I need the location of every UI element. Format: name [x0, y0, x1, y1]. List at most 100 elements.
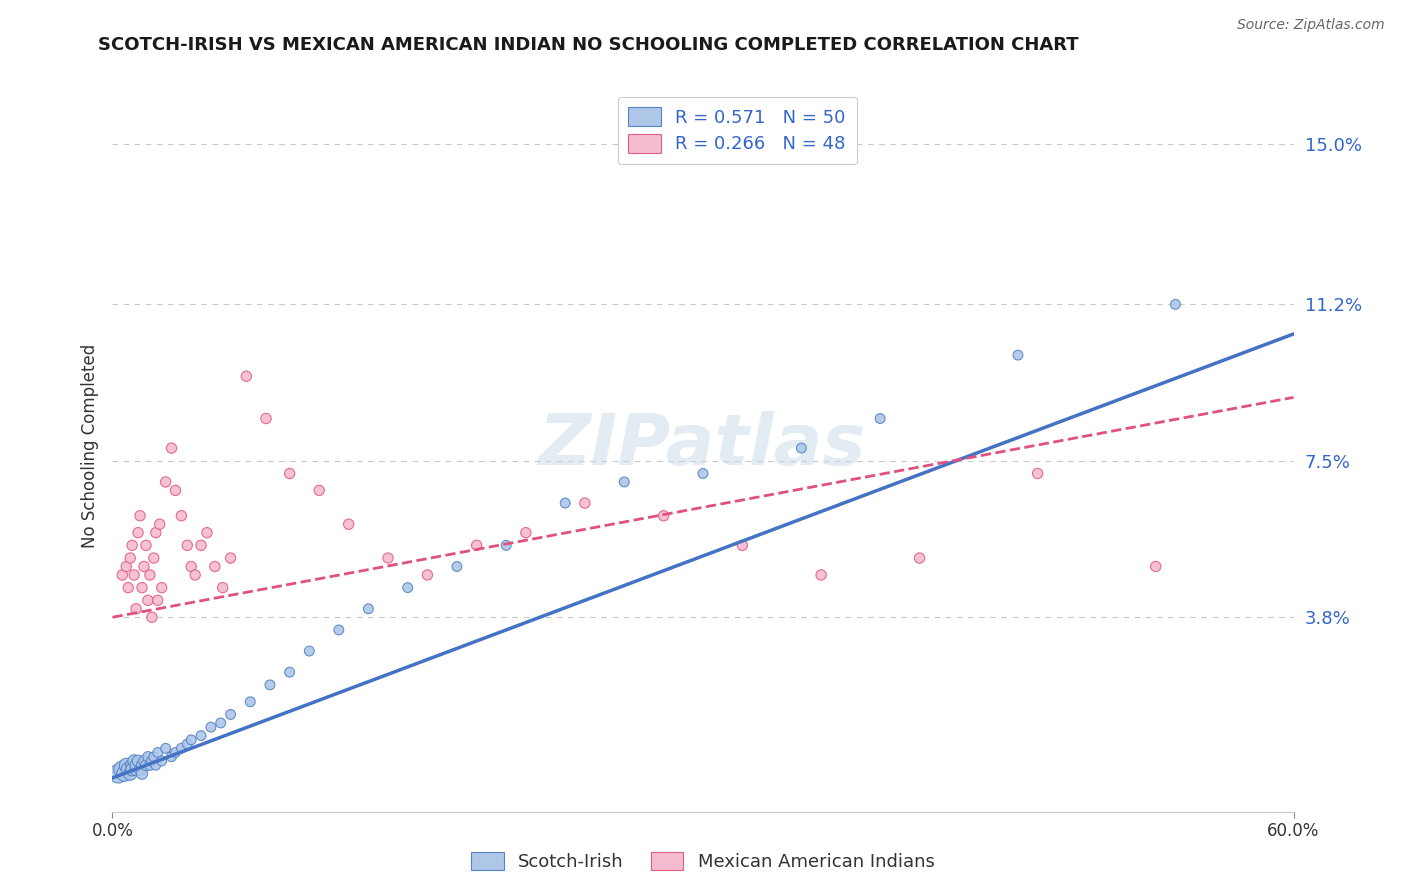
Point — [146, 593, 169, 607]
Point — [121, 763, 143, 777]
Point — [115, 758, 138, 772]
Point — [125, 758, 148, 772]
Point — [278, 665, 301, 680]
Point — [155, 475, 177, 489]
Point — [328, 623, 350, 637]
Point — [117, 763, 139, 777]
Legend: Scotch-Irish, Mexican American Indians: Scotch-Irish, Mexican American Indians — [464, 845, 942, 879]
Point — [170, 741, 193, 756]
Point — [1164, 297, 1187, 311]
Point — [211, 581, 233, 595]
Point — [120, 551, 142, 566]
Point — [869, 411, 891, 425]
Point — [139, 568, 162, 582]
Point — [131, 766, 153, 780]
Point — [495, 538, 517, 552]
Point — [122, 754, 145, 768]
Point — [165, 746, 187, 760]
Point — [1007, 348, 1029, 362]
Point — [176, 538, 198, 552]
Point — [1144, 559, 1167, 574]
Point — [107, 766, 129, 780]
Point — [142, 749, 165, 764]
Point — [155, 741, 177, 756]
Point — [117, 581, 139, 595]
Point — [115, 559, 138, 574]
Text: SCOTCH-IRISH VS MEXICAN AMERICAN INDIAN NO SCHOOLING COMPLETED CORRELATION CHART: SCOTCH-IRISH VS MEXICAN AMERICAN INDIAN … — [98, 36, 1078, 54]
Point — [810, 568, 832, 582]
Point — [111, 568, 134, 582]
Point — [692, 467, 714, 481]
Point — [446, 559, 468, 574]
Point — [259, 678, 281, 692]
Point — [574, 496, 596, 510]
Y-axis label: No Schooling Completed: No Schooling Completed — [80, 344, 98, 548]
Point — [180, 732, 202, 747]
Point — [121, 758, 143, 772]
Point — [142, 551, 165, 566]
Point — [125, 601, 148, 615]
Point — [125, 763, 148, 777]
Point — [357, 601, 380, 615]
Point — [141, 610, 163, 624]
Point — [190, 538, 212, 552]
Point — [1026, 467, 1049, 481]
Point — [146, 746, 169, 760]
Point — [278, 467, 301, 481]
Point — [132, 754, 155, 768]
Point — [239, 695, 262, 709]
Point — [908, 551, 931, 566]
Point — [219, 551, 242, 566]
Point — [416, 568, 439, 582]
Point — [121, 538, 143, 552]
Point — [136, 749, 159, 764]
Point — [129, 763, 152, 777]
Point — [139, 758, 162, 772]
Point — [209, 715, 232, 730]
Point — [131, 581, 153, 595]
Point — [170, 508, 193, 523]
Point — [190, 729, 212, 743]
Point — [254, 411, 277, 425]
Point — [160, 749, 183, 764]
Point — [165, 483, 187, 498]
Point — [150, 581, 173, 595]
Text: Source: ZipAtlas.com: Source: ZipAtlas.com — [1237, 18, 1385, 32]
Point — [135, 758, 157, 772]
Point — [127, 525, 149, 540]
Point — [141, 754, 163, 768]
Point — [145, 758, 167, 772]
Point — [129, 508, 152, 523]
Legend: R = 0.571   N = 50, R = 0.266   N = 48: R = 0.571 N = 50, R = 0.266 N = 48 — [617, 96, 856, 164]
Point — [554, 496, 576, 510]
Point — [298, 644, 321, 658]
Point — [337, 517, 360, 532]
Point — [160, 441, 183, 455]
Point — [120, 766, 142, 780]
Point — [465, 538, 488, 552]
Point — [136, 593, 159, 607]
Point — [184, 568, 207, 582]
Point — [111, 763, 134, 777]
Point — [652, 508, 675, 523]
Point — [515, 525, 537, 540]
Point — [135, 538, 157, 552]
Point — [200, 720, 222, 734]
Point — [145, 525, 167, 540]
Point — [235, 369, 257, 384]
Text: ZIPatlas: ZIPatlas — [540, 411, 866, 481]
Point — [396, 581, 419, 595]
Point — [176, 737, 198, 751]
Point — [219, 707, 242, 722]
Point — [790, 441, 813, 455]
Point — [149, 517, 172, 532]
Point — [308, 483, 330, 498]
Point — [122, 568, 145, 582]
Point — [127, 754, 149, 768]
Point — [131, 758, 153, 772]
Point — [195, 525, 218, 540]
Point — [112, 766, 135, 780]
Point — [731, 538, 754, 552]
Point — [204, 559, 226, 574]
Point — [180, 559, 202, 574]
